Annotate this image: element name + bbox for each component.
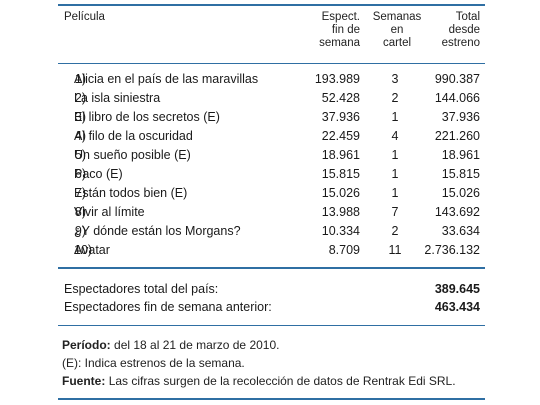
total-since-release: 15.026 [441, 186, 480, 200]
weekend-viewers: 37.936 [321, 110, 360, 124]
note-estreno-text: (E): Indica estrenos de la semana. [62, 356, 245, 370]
note-fuente-label: Fuente: [62, 374, 106, 388]
table-row: 2) La isla siniestra 52.428 2 144.066 [58, 91, 485, 109]
movie-title-text: Avatar [74, 243, 110, 257]
rank-number: 1) [74, 72, 86, 86]
table-row: 7) Están todos bien (E) 15.026 1 15.026 [58, 186, 485, 204]
movie-title-text: Vivir al límite [74, 205, 145, 219]
weekend-viewers: 13.988 [321, 205, 360, 219]
weeks-showing: 1 [391, 186, 399, 200]
weekend-viewers: 18.961 [321, 148, 360, 162]
note-periodo-label: Período: [62, 338, 111, 352]
summary-total-label: Espectadores total del país: [64, 282, 219, 296]
note-fuente-text: Las cifras surgen de la recolección de d… [108, 374, 456, 388]
top-rule [58, 4, 485, 6]
weeks-showing: 1 [391, 148, 399, 162]
weekend-viewers: 193.989 [314, 72, 360, 86]
movie-title-text: Están todos bien (E) [74, 186, 188, 200]
rank-number: 8) [74, 205, 86, 219]
header-espect-fin-semana: Espect. fin de semana [300, 11, 360, 50]
note-estreno: (E): Indica estrenos de la semana. [62, 356, 245, 370]
table-row: 3) El libro de los secretos (E) 37.936 1 37.… [58, 110, 485, 128]
weekend-viewers: 15.815 [321, 167, 360, 181]
header-semanas-line3: cartel [382, 37, 412, 49]
summary-bottom-rule [58, 325, 485, 326]
header-semanas-cartel: Semanas en cartel [368, 11, 426, 50]
summary-total-pais: Espectadores total del país: 389.645 [58, 282, 485, 300]
table-row: 10) Avatar 8.709 11 2.736.132 [58, 243, 485, 261]
header-total-estreno: Total desde estreno [425, 11, 480, 50]
total-since-release: 33.634 [441, 224, 480, 238]
rank-number: 3) [74, 110, 86, 124]
header-total-line2: desde [448, 24, 480, 36]
movie-title-text: ¿Y dónde están los Morgans? [74, 224, 241, 238]
weekend-viewers: 15.026 [321, 186, 360, 200]
table-row: 5) Un sueño posible (E) 18.961 1 18.961 [58, 148, 485, 166]
weeks-showing: 1 [391, 167, 399, 181]
weeks-showing: 11 [388, 243, 402, 257]
weekend-viewers: 10.334 [321, 224, 360, 238]
rank-number: 9) [74, 224, 86, 238]
rank-number: 7) [74, 186, 86, 200]
movie-title-text: La isla siniestra [74, 91, 161, 105]
weeks-showing: 7 [391, 205, 399, 219]
header-semanas-line2: en [390, 24, 404, 36]
summary-anterior-label: Espectadores fin de semana anterior: [64, 300, 272, 314]
note-fuente: Fuente: Las cifras surgen de la recolecc… [62, 374, 456, 388]
weeks-showing: 1 [391, 110, 399, 124]
weekend-viewers: 8.709 [328, 243, 360, 257]
weeks-showing: 3 [391, 72, 399, 86]
header-total-line3: estreno [441, 37, 480, 49]
total-since-release: 15.815 [441, 167, 480, 181]
note-periodo-text: del 18 al 21 de marzo de 2010. [114, 338, 280, 352]
movie-title-text: Un sueño posible (E) [74, 148, 191, 162]
header-espect-line2: fin de [331, 24, 360, 36]
movie-title-text: El libro de los secretos (E) [74, 110, 220, 124]
table-bottom-rule [58, 267, 485, 269]
header-total-line1: Total [455, 11, 480, 23]
total-since-release: 143.692 [434, 205, 480, 219]
weekend-viewers: 52.428 [321, 91, 360, 105]
header-espect-line1: Espect. [321, 11, 360, 23]
header-pelicula: Película [64, 11, 105, 23]
table-row: 8) Vivir al límite 13.988 7 143.692 [58, 205, 485, 223]
movie-title-text: Al filo de la oscuridad [74, 129, 193, 143]
table-row: 1) Alicia en el país de las maravillas 193… [58, 72, 485, 90]
weeks-showing: 2 [391, 224, 399, 238]
summary-fin-semana-anterior: Espectadores fin de semana anterior: 463… [58, 300, 485, 318]
total-since-release: 221.260 [434, 129, 480, 143]
header-espect-line3: semana [319, 37, 360, 49]
total-since-release: 37.936 [441, 110, 480, 124]
header-semanas-line1: Semanas [372, 11, 422, 23]
total-since-release: 144.066 [434, 91, 480, 105]
total-since-release: 990.387 [434, 72, 480, 86]
bottom-rule [58, 398, 485, 400]
rank-number: 5) [74, 148, 86, 162]
movie-title-text: Paco (E) [74, 167, 123, 181]
weeks-showing: 2 [391, 91, 399, 105]
table-row: 6) Paco (E) 15.815 1 15.815 [58, 167, 485, 185]
movie-title-text: Alicia en el país de las maravillas [74, 72, 259, 86]
weeks-showing: 4 [391, 129, 399, 143]
rank-number: 2) [74, 91, 86, 105]
total-since-release: 18.961 [441, 148, 480, 162]
note-periodo: Período: del 18 al 21 de marzo de 2010. [62, 338, 279, 352]
summary-anterior-value: 463.434 [434, 300, 480, 314]
table-row: 4) Al filo de la oscuridad 22.459 4 221.260 [58, 129, 485, 147]
table-row: 9) ¿Y dónde están los Morgans? 10.334 2 33.6… [58, 224, 485, 242]
total-since-release: 2.736.132 [424, 243, 480, 257]
summary-total-value: 389.645 [434, 282, 480, 296]
weekend-viewers: 22.459 [321, 129, 360, 143]
rank-number: 6) [74, 167, 86, 181]
rank-number: 4) [74, 129, 86, 143]
header-rule [58, 63, 485, 64]
